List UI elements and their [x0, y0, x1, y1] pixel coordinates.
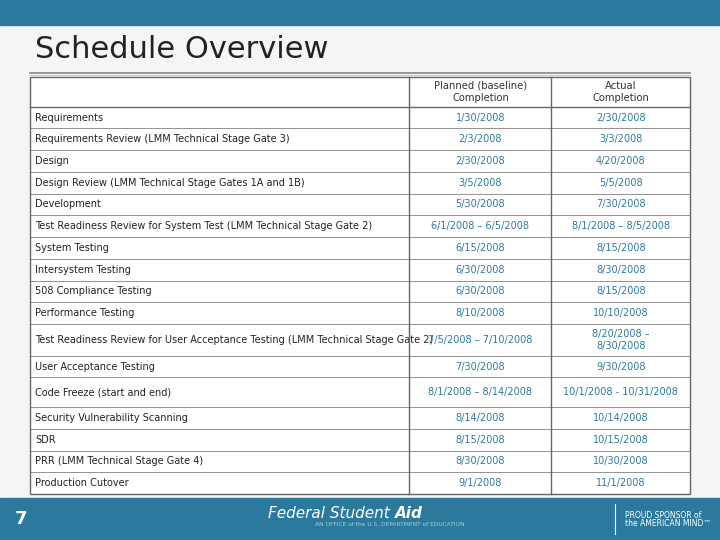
Text: 8/30/2008: 8/30/2008	[596, 265, 645, 275]
Bar	[30, 324, 690, 356]
Text: Planned (baseline)
Completion: Planned (baseline) Completion	[434, 80, 527, 103]
Text: 7: 7	[15, 510, 27, 528]
Text: 7/30/2008: 7/30/2008	[456, 361, 505, 372]
Text: 8/15/2008: 8/15/2008	[596, 286, 646, 296]
Bar	[0, 0, 720, 25]
Text: 6/1/2008 – 6/5/2008: 6/1/2008 – 6/5/2008	[431, 221, 529, 231]
Text: Actual
Completion: Actual Completion	[593, 80, 649, 103]
Bar	[30, 472, 690, 494]
Text: 9/1/2008: 9/1/2008	[459, 478, 502, 488]
Text: System Testing: System Testing	[35, 243, 109, 253]
Bar	[30, 215, 690, 237]
Text: Aid: Aid	[395, 507, 423, 522]
Bar	[30, 302, 690, 324]
Text: Production Cutover: Production Cutover	[35, 478, 129, 488]
Text: 8/20/2008 –
8/30/2008: 8/20/2008 – 8/30/2008	[592, 329, 649, 351]
Bar	[30, 429, 690, 450]
Bar	[30, 129, 690, 150]
Text: Federal Student: Federal Student	[269, 507, 390, 522]
Text: 3/3/2008: 3/3/2008	[599, 134, 642, 144]
Text: 4/20/2008: 4/20/2008	[596, 156, 646, 166]
Text: 2/30/2008: 2/30/2008	[596, 112, 646, 123]
Text: Performance Testing: Performance Testing	[35, 308, 135, 318]
Text: AN OFFICE of the U.S. DEPARTMENT of EDUCATION: AN OFFICE of the U.S. DEPARTMENT of EDUC…	[315, 523, 465, 528]
Text: 8/10/2008: 8/10/2008	[456, 308, 505, 318]
Text: Requirements: Requirements	[35, 112, 103, 123]
Text: 3/5/2008: 3/5/2008	[459, 178, 502, 188]
Text: 508 Compliance Testing: 508 Compliance Testing	[35, 286, 152, 296]
Text: 1/30/2008: 1/30/2008	[456, 112, 505, 123]
Text: PRR (LMM Technical Stage Gate 4): PRR (LMM Technical Stage Gate 4)	[35, 456, 203, 467]
Text: Schedule Overview: Schedule Overview	[35, 35, 328, 64]
Text: 5/5/2008: 5/5/2008	[599, 178, 642, 188]
Bar	[30, 77, 690, 494]
Text: SDR: SDR	[35, 435, 55, 444]
Bar	[30, 281, 690, 302]
Text: 6/15/2008: 6/15/2008	[456, 243, 505, 253]
Text: 8/1/2008 – 8/5/2008: 8/1/2008 – 8/5/2008	[572, 221, 670, 231]
Text: 2/30/2008: 2/30/2008	[456, 156, 505, 166]
Text: 8/15/2008: 8/15/2008	[456, 435, 505, 444]
Bar	[30, 356, 690, 377]
Bar	[30, 77, 690, 106]
Bar	[30, 377, 690, 407]
Text: 10/10/2008: 10/10/2008	[593, 308, 649, 318]
Bar	[30, 106, 690, 129]
Text: 2/3/2008: 2/3/2008	[459, 134, 502, 144]
Text: 5/30/2008: 5/30/2008	[456, 199, 505, 210]
Bar	[0, 498, 720, 540]
Text: Development: Development	[35, 199, 101, 210]
Text: User Acceptance Testing: User Acceptance Testing	[35, 361, 155, 372]
Bar	[30, 194, 690, 215]
Text: Intersystem Testing: Intersystem Testing	[35, 265, 131, 275]
Text: 7/5/2008 – 7/10/2008: 7/5/2008 – 7/10/2008	[428, 335, 533, 345]
Text: 6/30/2008: 6/30/2008	[456, 286, 505, 296]
Text: PROUD SPONSOR of: PROUD SPONSOR of	[625, 510, 701, 519]
Text: 8/1/2008 – 8/14/2008: 8/1/2008 – 8/14/2008	[428, 387, 533, 397]
Text: 11/1/2008: 11/1/2008	[596, 478, 645, 488]
Text: 10/14/2008: 10/14/2008	[593, 413, 649, 423]
Text: 8/14/2008: 8/14/2008	[456, 413, 505, 423]
Text: Code Freeze (start and end): Code Freeze (start and end)	[35, 387, 171, 397]
Bar	[30, 237, 690, 259]
Text: 8/30/2008: 8/30/2008	[456, 456, 505, 467]
Text: 10/15/2008: 10/15/2008	[593, 435, 649, 444]
Bar	[30, 450, 690, 472]
Text: 8/15/2008: 8/15/2008	[596, 243, 646, 253]
Text: Test Readiness Review for User Acceptance Testing (LMM Technical Stage Gate 2): Test Readiness Review for User Acceptanc…	[35, 335, 433, 345]
Bar	[30, 150, 690, 172]
Text: 7/30/2008: 7/30/2008	[596, 199, 646, 210]
Text: 10/1/2008 - 10/31/2008: 10/1/2008 - 10/31/2008	[563, 387, 678, 397]
Text: 10/30/2008: 10/30/2008	[593, 456, 649, 467]
Text: 9/30/2008: 9/30/2008	[596, 361, 645, 372]
Text: Requirements Review (LMM Technical Stage Gate 3): Requirements Review (LMM Technical Stage…	[35, 134, 289, 144]
Text: Security Vulnerability Scanning: Security Vulnerability Scanning	[35, 413, 188, 423]
Bar	[30, 407, 690, 429]
Text: Design: Design	[35, 156, 69, 166]
Bar	[30, 172, 690, 194]
Bar	[30, 259, 690, 281]
Text: Test Readiness Review for System Test (LMM Technical Stage Gate 2): Test Readiness Review for System Test (L…	[35, 221, 372, 231]
Text: 6/30/2008: 6/30/2008	[456, 265, 505, 275]
Text: the AMERICAN MIND™: the AMERICAN MIND™	[625, 519, 711, 529]
Text: Design Review (LMM Technical Stage Gates 1A and 1B): Design Review (LMM Technical Stage Gates…	[35, 178, 305, 188]
